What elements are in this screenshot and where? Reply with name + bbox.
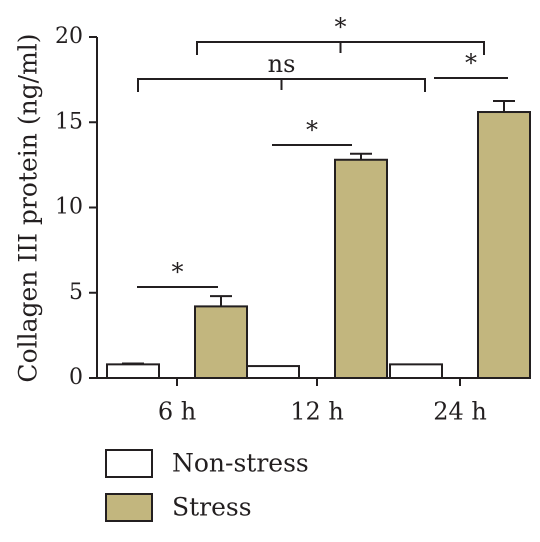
y-axis-title: Collagen III protein (ng/ml) [14, 33, 43, 382]
y-tick-label: 0 [69, 365, 83, 390]
bar-stress [194, 305, 248, 380]
bar-non-stress [106, 363, 160, 379]
bar-stress [334, 158, 388, 379]
significance-label: * [306, 116, 318, 144]
legend-label: Stress [172, 493, 252, 522]
x-axis-categories: 6 h 12 h 24 h [158, 378, 487, 426]
y-tick-label: 20 [55, 24, 83, 49]
significance-label: * [172, 258, 184, 286]
y-tick-label: 5 [69, 280, 83, 305]
significance-label: * [335, 13, 347, 41]
error-bars [122, 99, 515, 365]
x-category-label: 24 h [433, 398, 487, 426]
bars [106, 111, 531, 380]
y-axis-ticks: 0 5 10 15 20 [55, 24, 97, 390]
bar-non-stress [246, 365, 300, 380]
significance-label: ns [268, 50, 296, 78]
x-category-label: 12 h [290, 398, 344, 426]
legend-label: Non-stress [172, 449, 309, 478]
bar-non-stress [389, 363, 443, 379]
y-tick-label: 10 [55, 195, 83, 220]
legend-swatch-non-stress [105, 449, 153, 478]
legend: Non-stress Stress [105, 449, 309, 522]
x-category-label: 6 h [158, 398, 196, 426]
y-tick-label: 15 [55, 109, 83, 134]
significance-label: * [465, 49, 477, 77]
significance-brackets: * * * ns * [137, 13, 508, 288]
bar-stress [477, 111, 531, 380]
legend-swatch-stress [105, 493, 153, 522]
